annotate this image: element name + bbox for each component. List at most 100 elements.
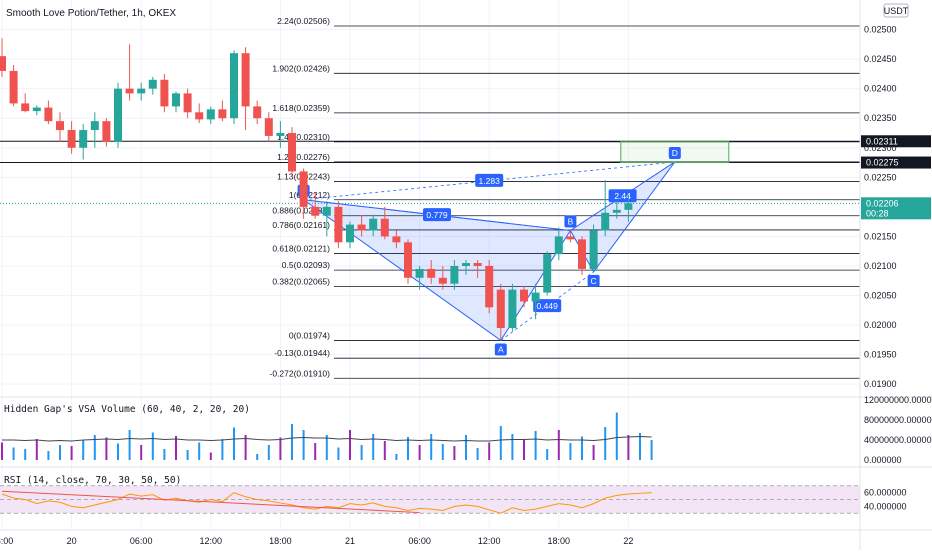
pattern-ratio-badge [533,299,562,313]
fib-level-label: 0.786(0.02161) [272,220,330,230]
time-tick-label: 06:00 [408,536,431,546]
pattern-ratio-badge [423,208,451,222]
price-tick-label: 0.02250 [864,172,897,182]
price-tick-label: 0.02400 [864,84,897,94]
fib-level-label: -0.13(0.01944) [274,348,330,358]
vsa-volume-pane [1,412,653,460]
price-badge [861,156,931,169]
rsi-pane [0,485,860,514]
rsi-tick-label: 40.000000 [864,501,907,511]
candle-body [183,93,192,113]
candle-body [357,224,366,231]
pattern-triangle-bcd [569,161,676,273]
price-tick-label: 0.02500 [864,25,897,35]
candle-body [624,203,633,210]
candle-body [543,254,552,293]
grid [0,0,860,530]
candle-body [462,263,470,266]
fib-level-label: -0.272(0.01910) [270,368,331,378]
candle-body [230,53,238,119]
time-tick-label: 22 [623,536,633,546]
candle-body [520,289,528,302]
pattern-point-label: C [591,276,597,286]
volume-tick-label: 40000000.000000 [864,435,932,445]
price-tick-label: 0.02000 [864,320,897,330]
candle-body [44,107,53,122]
rsi-line [1,492,652,514]
volume-average-line [2,435,652,442]
time-tick-label: 06:00 [130,536,153,546]
candle-body [114,88,122,142]
pattern-ratio-badge [475,173,504,187]
time-tick-label: 18:00 [548,536,571,546]
candle-body [392,236,401,243]
candle-body [554,236,563,255]
candle-body [450,265,459,284]
time-tick-label: 12:00 [200,536,223,546]
candle-body [508,289,517,329]
candle-body [589,230,598,269]
candle-body [311,206,320,216]
candle-body [218,109,227,119]
candle-body [9,70,18,104]
candle-body [473,263,482,266]
currency-label[interactable]: USDT [884,6,909,16]
price-badge-label: 0.02275 [866,158,899,168]
candle-body [346,224,354,243]
price-tick-label: 0.02350 [864,113,897,123]
candle-body [67,130,76,148]
rsi-divergence-line [1,490,420,514]
volume-tick-label: 80000000.000000 [864,415,932,425]
fib-level-label: 0.5(0.02093) [282,260,330,270]
pattern-point-label: B [568,217,574,227]
candle-body [288,132,296,172]
time-tick-label: 21 [345,536,355,546]
candle-body [0,56,6,71]
rsi-indicator-title: RSI (14, close, 70, 30, 50, 50) [4,475,181,486]
pattern-ratio-badge [608,189,637,203]
candle-body [601,212,610,231]
fibonacci-levels: 2.24(0.02506) 1.902(0.02426) 1.618(0.02359… [0,16,860,379]
price-badge [861,197,931,220]
fib-level-label: 1.618(0.02359) [272,103,330,113]
time-tick-label: 18:00 [0,536,13,546]
candle-body [172,93,180,107]
candle-body [276,132,285,136]
price-badge-label: 0.02311 [866,136,898,146]
candle-body [21,103,30,112]
candle-body [137,88,146,94]
candle-body [241,53,250,107]
fib-level-label: 0.618(0.02121) [272,244,330,254]
candle-body [531,292,540,302]
candle-body [404,242,412,278]
candle-body [415,268,424,278]
time-tick-label: 18:00 [269,536,292,546]
candle-body [334,206,343,243]
volume-indicator-title: Hidden Gap's VSA Volume (60, 40, 2, 20, … [4,404,250,415]
candle-body [160,79,169,107]
candle-body [578,239,586,269]
pattern-ratio-label: 2.44 [614,191,631,201]
candle-body [264,118,273,136]
candle-body [496,289,505,329]
pattern-ratio-line [500,271,594,341]
candles [0,38,633,340]
candle-body [566,236,575,240]
fib-level-label: 0(0.01974) [289,330,330,340]
price-tick-label: 0.01900 [864,379,897,389]
fib-level-label: 1.902(0.02426) [272,63,330,73]
candle-body [56,121,64,131]
price-badge [861,135,931,148]
pattern-ratio-label: 1.283 [479,176,501,186]
candle-body [485,265,494,308]
time-tick-label: 20 [67,536,77,546]
rsi-tick-label: 60.000000 [864,488,907,498]
currency-button[interactable] [883,3,909,18]
candle-body [148,79,157,89]
pattern-point-marker [668,146,681,159]
fib-level-label: 0.886(0.02185) [272,206,330,216]
